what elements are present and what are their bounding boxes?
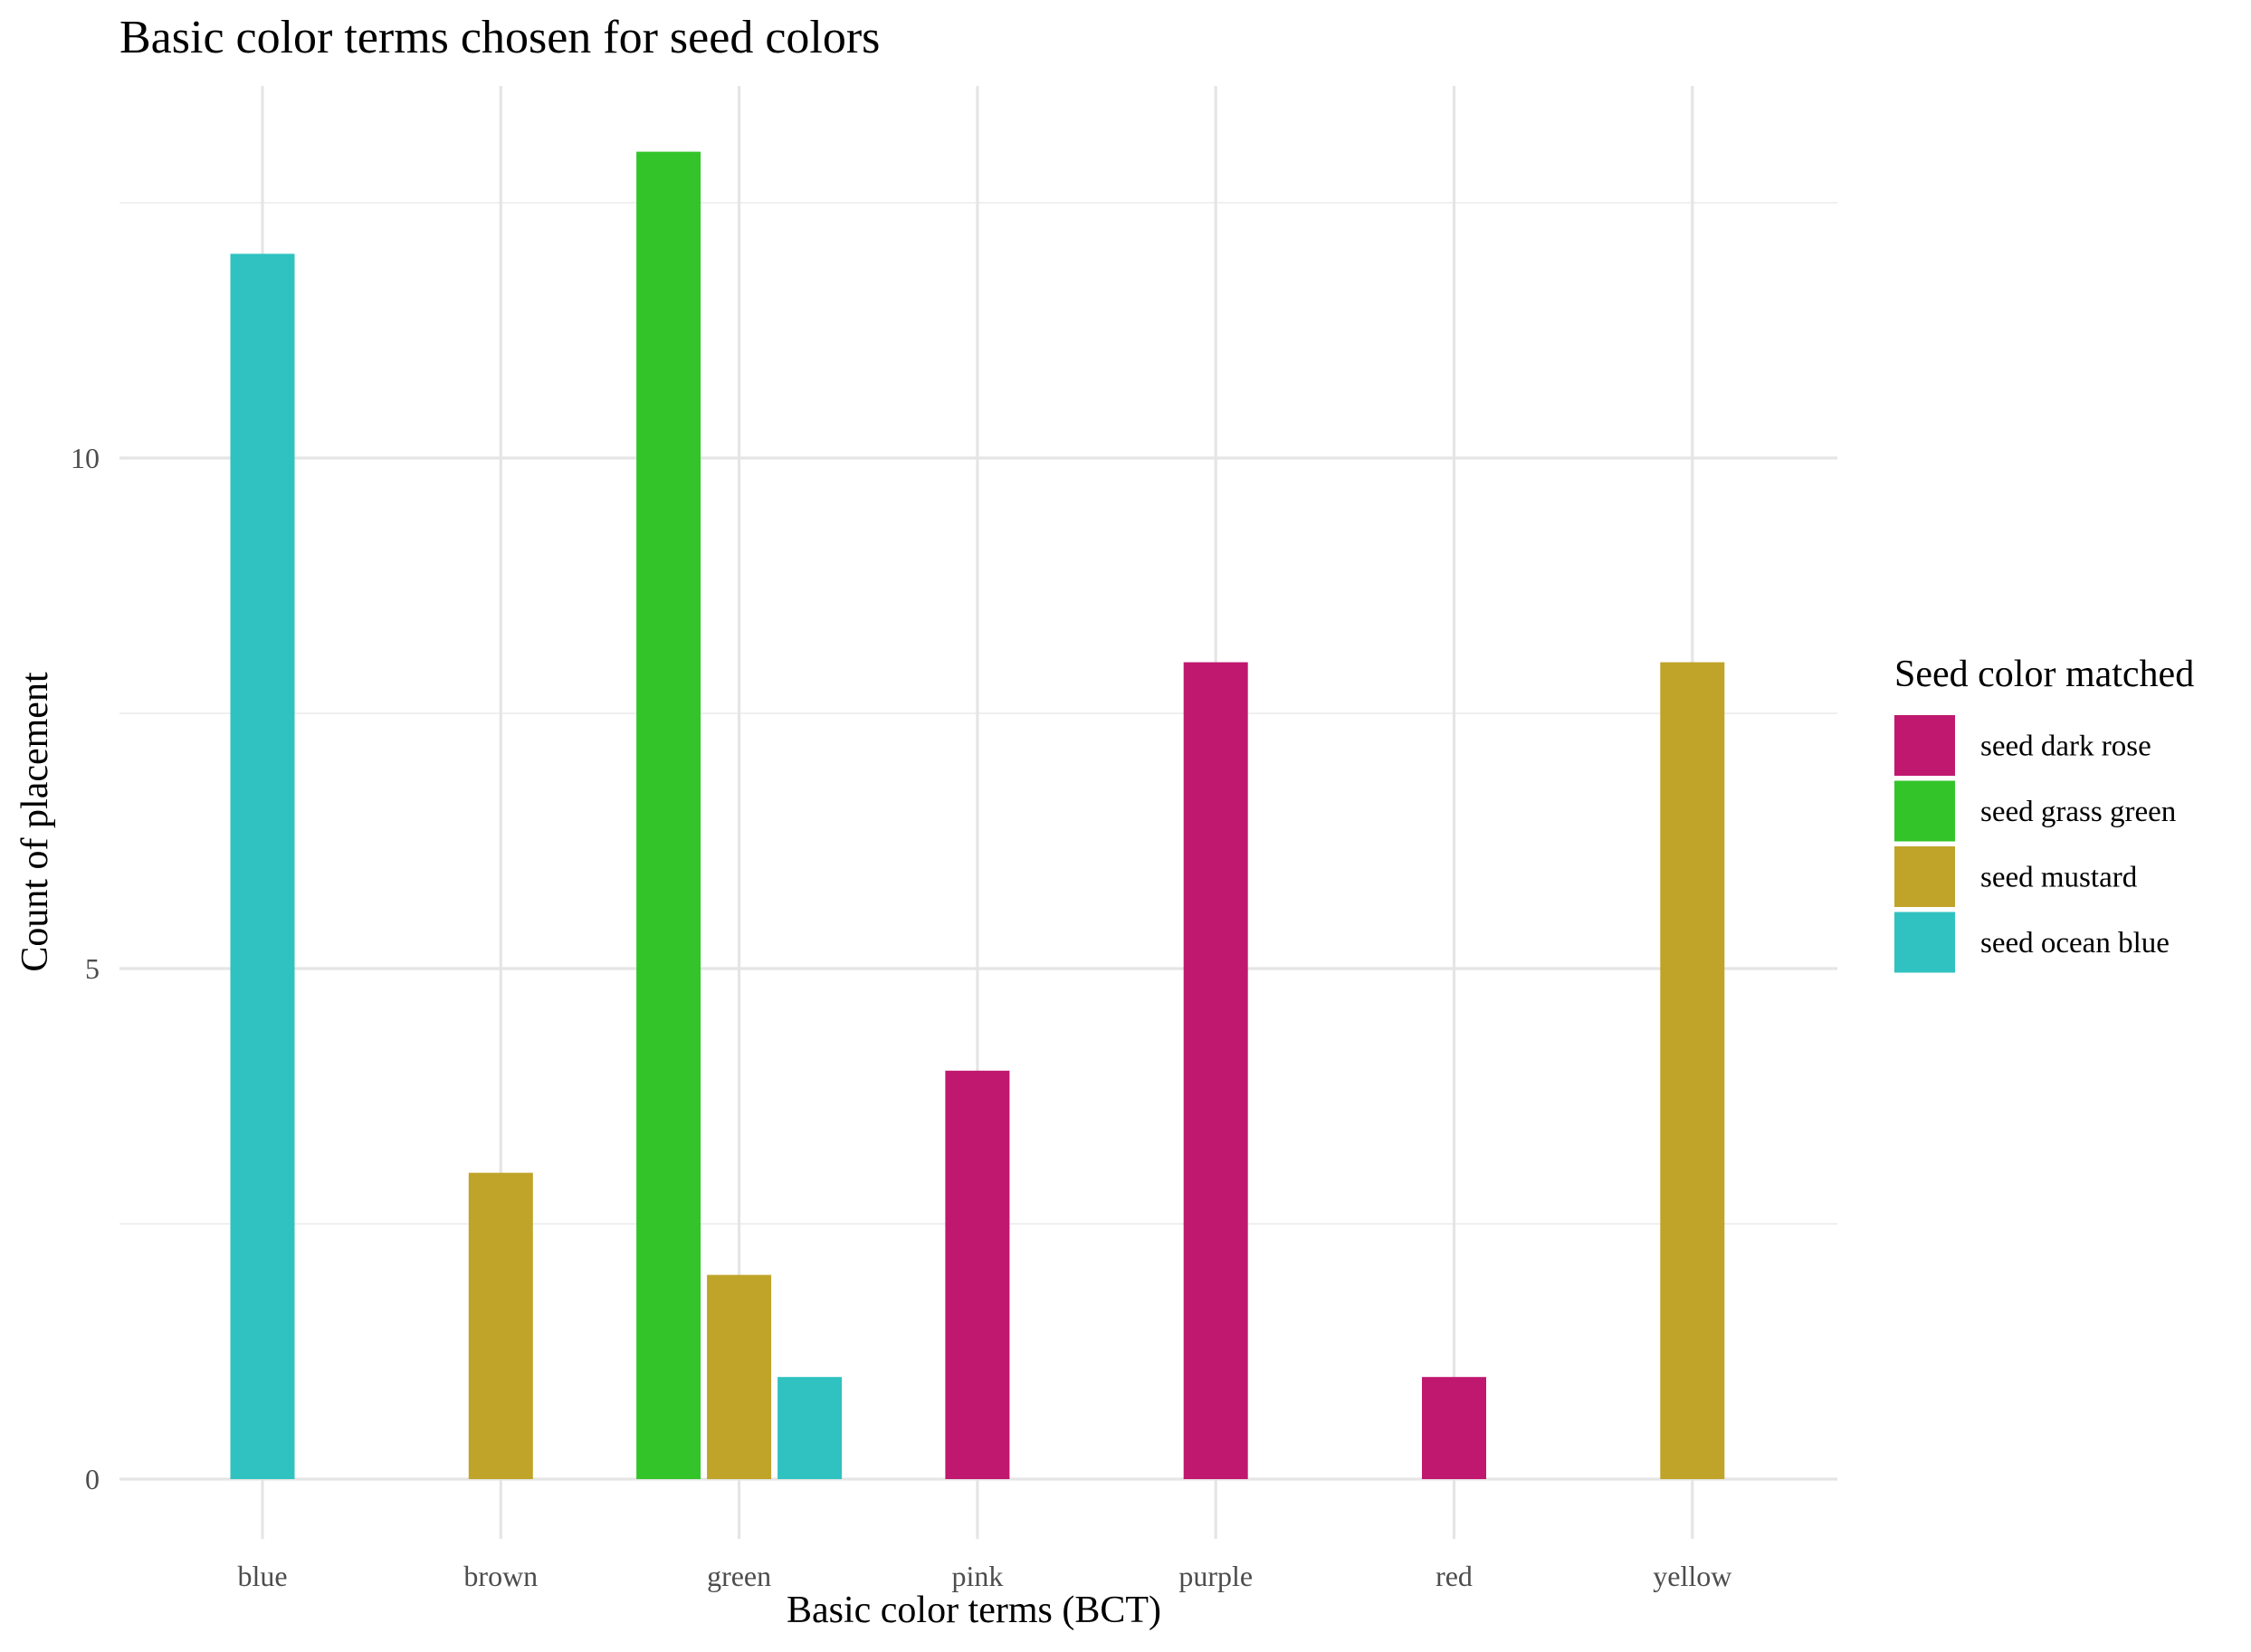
- x-tick-label: pink: [951, 1560, 1003, 1592]
- legend-items: seed dark rose seed grass green seed musta…: [1894, 715, 2176, 973]
- x-tick-label: red: [1435, 1560, 1473, 1592]
- x-tick-label: green: [707, 1560, 771, 1592]
- legend: Seed color matched seed dark rose seed gr…: [1894, 654, 2194, 973]
- legend-key-seed-mustard: [1894, 846, 1955, 907]
- legend-label: seed mustard: [1980, 862, 2138, 894]
- legend-key-seed-ocean-blue: [1894, 912, 1955, 973]
- x-tick-label: yellow: [1653, 1560, 1731, 1592]
- legend-title: Seed color matched: [1894, 654, 2194, 695]
- legend-key-seed-grass-green: [1894, 780, 1955, 842]
- bar-red-seed-dark-rose: [1422, 1377, 1486, 1479]
- bar-green-seed-mustard: [707, 1275, 772, 1479]
- y-tick-label: 5: [85, 952, 100, 985]
- x-tick-label: brown: [463, 1560, 538, 1592]
- bar-pink-seed-dark-rose: [945, 1070, 1010, 1479]
- legend-label: seed ocean blue: [1980, 927, 2170, 960]
- chart-title: Basic color terms chosen for seed colors: [119, 12, 880, 63]
- x-tick-label: blue: [237, 1560, 287, 1592]
- bar-green-seed-ocean-blue: [777, 1377, 843, 1479]
- tick-labels: 0 5 10 blue brown green pink purple red yellow: [71, 442, 1731, 1592]
- legend-label: seed dark rose: [1980, 731, 2151, 763]
- y-tick-label: 10: [71, 442, 100, 474]
- y-tick-label: 0: [85, 1463, 100, 1495]
- x-axis-title: Basic color terms (BCT): [787, 1590, 1161, 1631]
- bar-blue-seed-ocean-blue: [230, 253, 295, 1479]
- legend-label: seed grass green: [1980, 796, 2176, 828]
- bar-purple-seed-dark-rose: [1183, 662, 1248, 1479]
- bar-green-seed-grass-green: [636, 151, 701, 1480]
- x-tick-label: purple: [1178, 1560, 1253, 1592]
- bars: [230, 151, 1725, 1480]
- y-axis-title: Count of placement: [14, 672, 56, 972]
- legend-key-seed-dark-rose: [1894, 715, 1955, 776]
- bar-brown-seed-mustard: [468, 1172, 533, 1479]
- bar-yellow-seed-mustard: [1660, 662, 1725, 1479]
